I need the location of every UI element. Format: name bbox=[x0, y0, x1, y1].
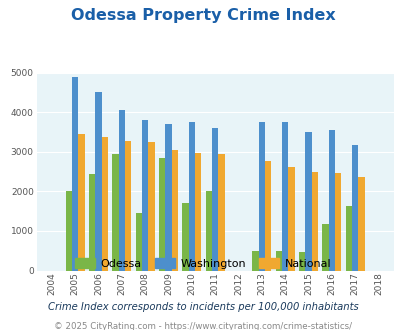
Bar bbox=[205, 191, 211, 271]
Bar bbox=[171, 150, 177, 271]
Bar bbox=[112, 154, 118, 271]
Bar bbox=[345, 206, 351, 271]
Bar bbox=[78, 134, 84, 271]
Bar bbox=[358, 177, 364, 271]
Bar bbox=[288, 167, 294, 271]
Bar bbox=[298, 252, 305, 271]
Bar bbox=[194, 153, 201, 271]
Bar bbox=[305, 132, 311, 271]
Bar bbox=[135, 213, 142, 271]
Bar bbox=[351, 145, 358, 271]
Text: Odessa Property Crime Index: Odessa Property Crime Index bbox=[70, 8, 335, 23]
Bar bbox=[275, 251, 281, 271]
Bar bbox=[211, 128, 218, 271]
Bar bbox=[95, 92, 101, 271]
Bar bbox=[322, 224, 328, 271]
Bar bbox=[89, 174, 95, 271]
Bar bbox=[182, 203, 188, 271]
Bar bbox=[165, 124, 171, 271]
Text: Crime Index corresponds to incidents per 100,000 inhabitants: Crime Index corresponds to incidents per… bbox=[47, 302, 358, 312]
Bar bbox=[148, 142, 154, 271]
Bar bbox=[281, 122, 288, 271]
Bar bbox=[159, 158, 165, 271]
Bar bbox=[125, 141, 131, 271]
Bar bbox=[218, 154, 224, 271]
Bar bbox=[311, 172, 317, 271]
Bar bbox=[334, 173, 341, 271]
Bar bbox=[188, 122, 194, 271]
Bar bbox=[101, 137, 108, 271]
Bar bbox=[264, 161, 271, 271]
Bar bbox=[252, 251, 258, 271]
Text: © 2025 CityRating.com - https://www.cityrating.com/crime-statistics/: © 2025 CityRating.com - https://www.city… bbox=[54, 322, 351, 330]
Bar bbox=[142, 120, 148, 271]
Bar bbox=[72, 77, 78, 271]
Bar bbox=[118, 110, 125, 271]
Bar bbox=[258, 122, 264, 271]
Bar bbox=[66, 191, 72, 271]
Bar bbox=[328, 130, 334, 271]
Legend: Odessa, Washington, National: Odessa, Washington, National bbox=[70, 254, 335, 273]
